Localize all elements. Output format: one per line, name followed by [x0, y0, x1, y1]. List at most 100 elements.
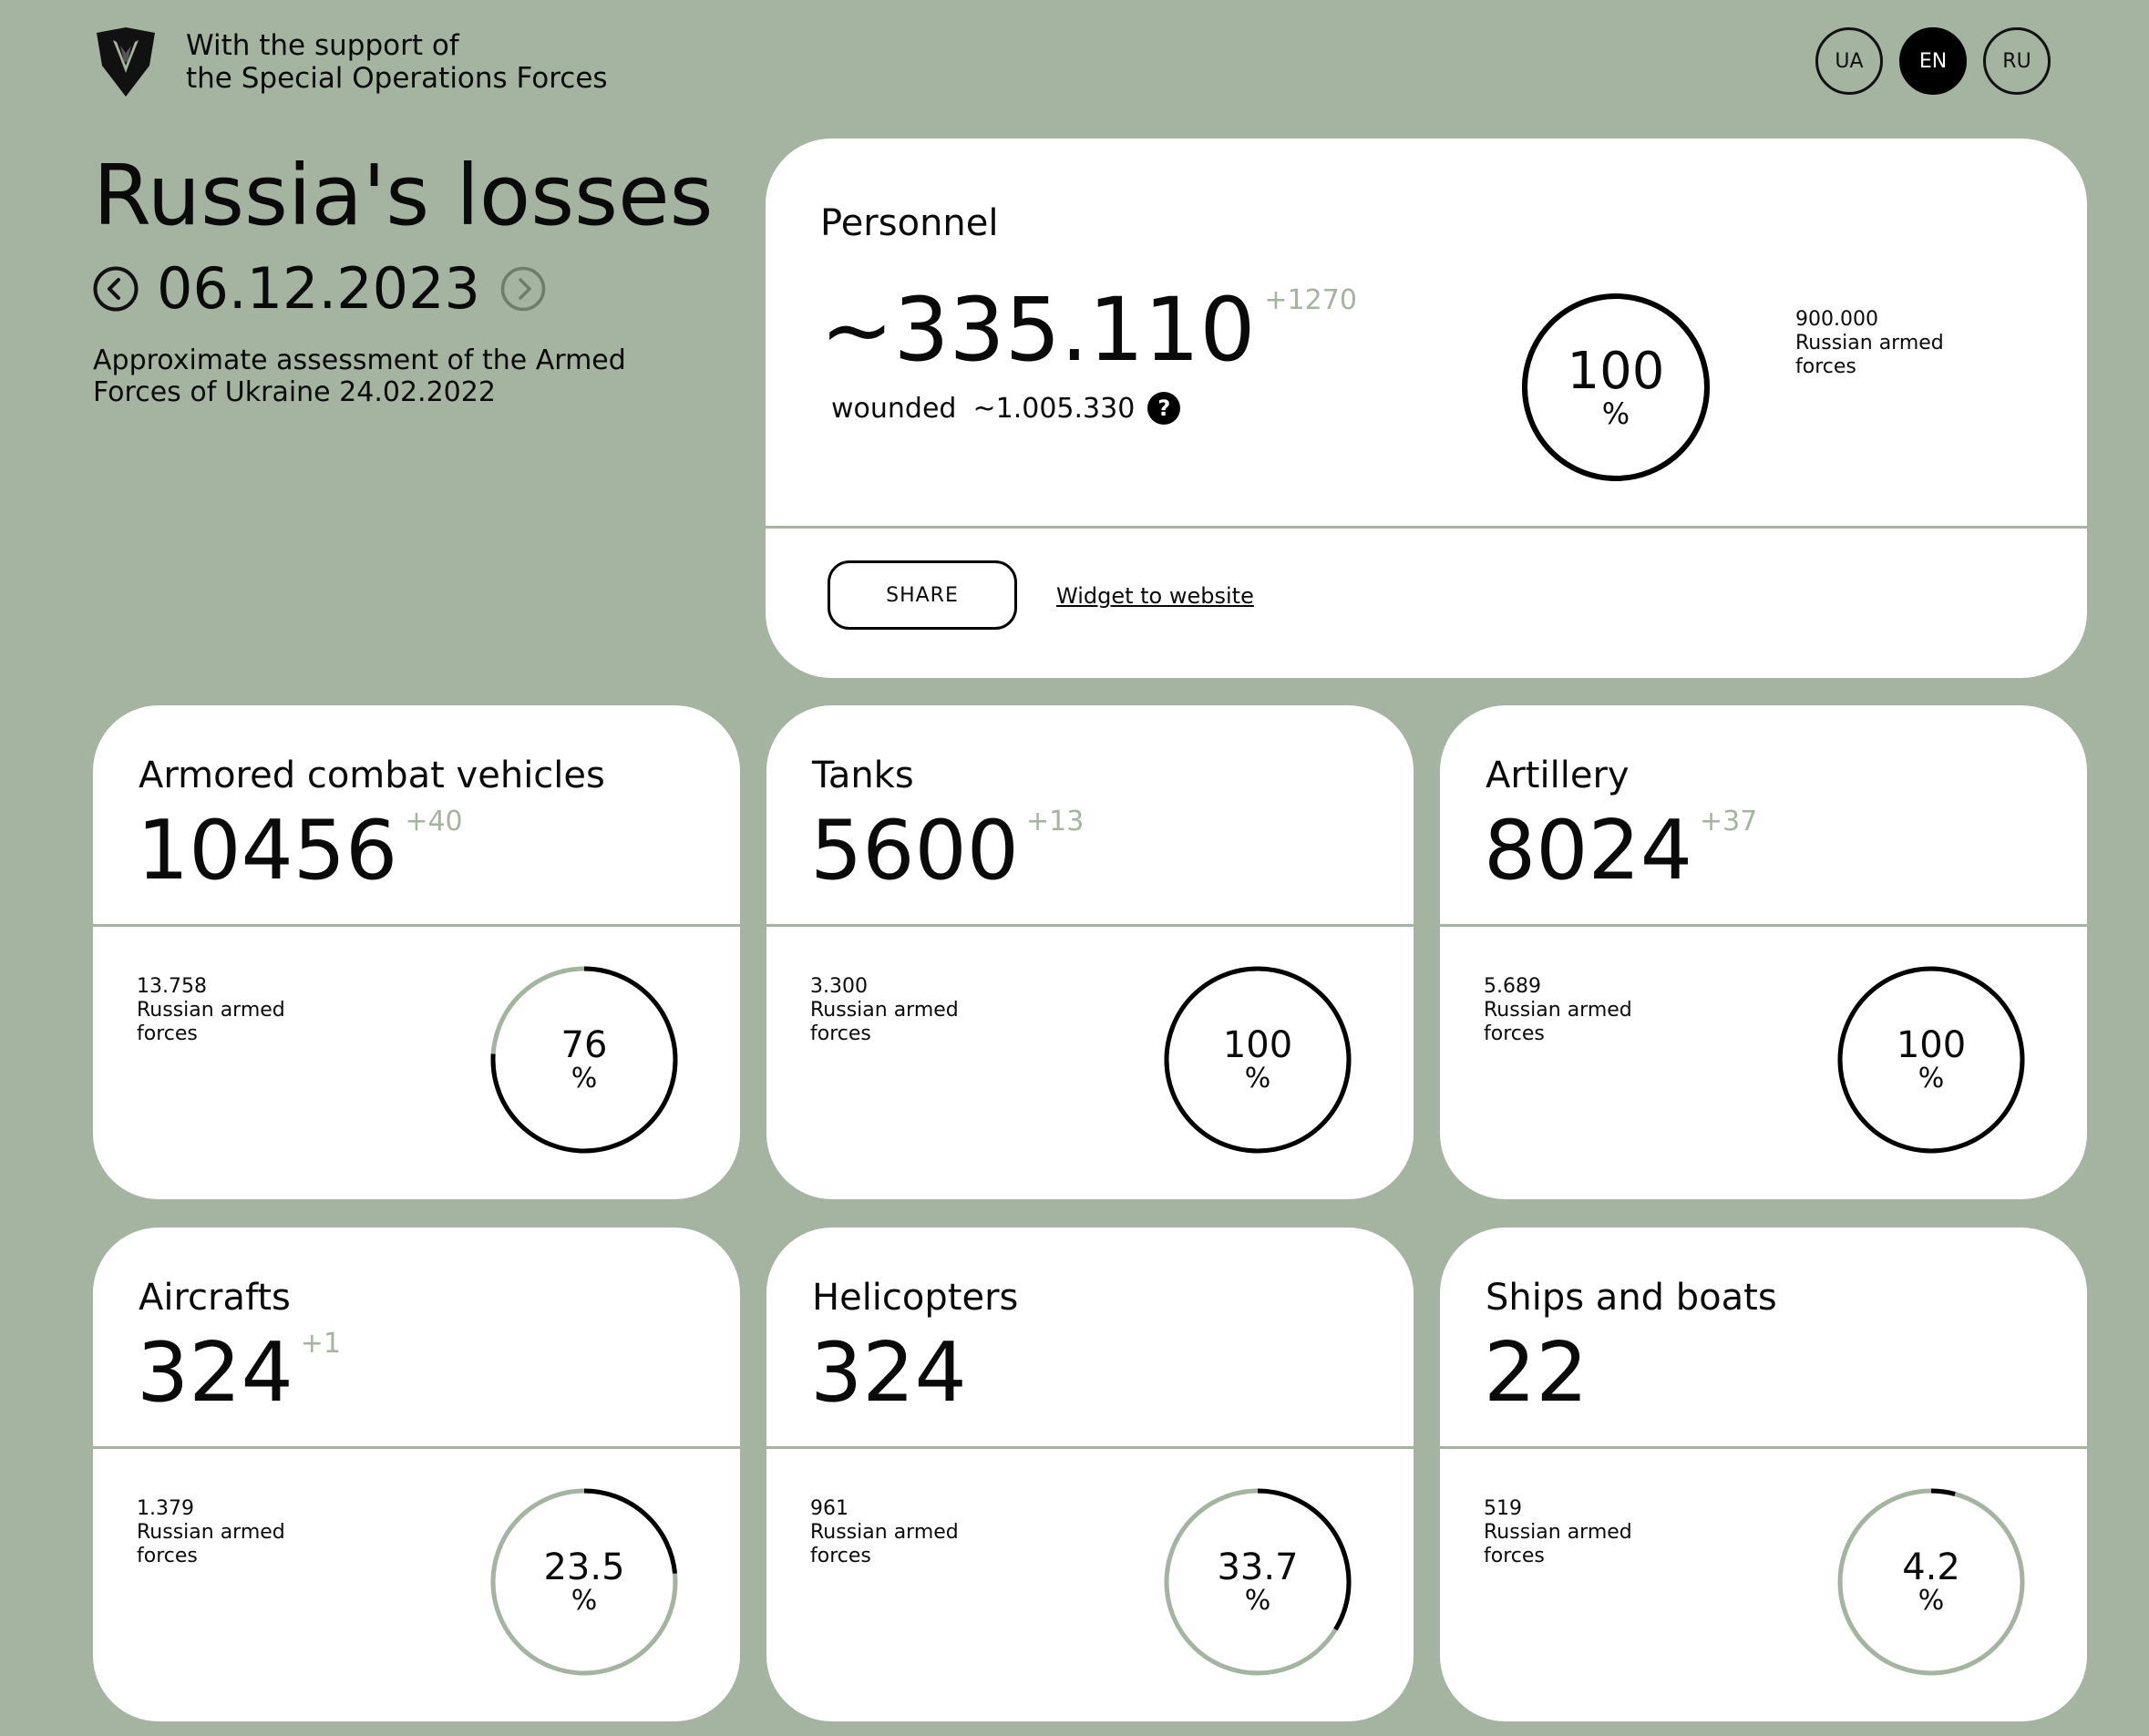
reference-value: 5.689 [1484, 975, 1541, 998]
card-title: Helicopters [812, 1277, 1019, 1319]
reference-line-2: forces [137, 1545, 198, 1567]
category-card: Armored combat vehicles 10456 +40 13.758… [93, 705, 740, 1199]
card-percent-ring: 100 % [1162, 964, 1353, 1156]
personnel-title: Personnel [820, 202, 999, 244]
card-reference: 961 Russian armed forces [810, 1497, 959, 1568]
personnel-value: ~335.110 [820, 279, 1256, 381]
reference-line-1: Russian armed [137, 999, 285, 1022]
card-divider [1440, 924, 2087, 927]
card-title: Ships and boats [1486, 1277, 1777, 1319]
ring-progress [490, 1488, 678, 1676]
ring-progress [490, 966, 678, 1154]
reference-value: 961 [810, 1497, 848, 1520]
percent-sign: % [1601, 395, 1630, 431]
lang-ru-button[interactable]: RU [1983, 27, 2051, 95]
reference-line-2: forces [1484, 1545, 1545, 1567]
ring-label: 4.2 % [1835, 1486, 2027, 1678]
card-title: Armored combat vehicles [139, 755, 605, 796]
reference-value: 519 [1484, 1497, 1522, 1520]
category-card: Artillery 8024 +37 5.689 Russian armed f… [1440, 705, 2087, 1199]
card-percent: 76 [560, 1024, 608, 1067]
card-value-row: 5600 +13 [810, 806, 1084, 897]
percent-sign: % [571, 1585, 598, 1618]
reference-value: 3.300 [810, 975, 868, 998]
reference-line-2: forces [1795, 355, 1856, 378]
card-percent-ring: 100 % [1835, 964, 2027, 1156]
support-text: With the support of the Special Operatio… [186, 29, 608, 95]
card-percent: 100 [1222, 1024, 1293, 1067]
percent-sign: % [1918, 1585, 1945, 1618]
card-delta: +1 [300, 1328, 342, 1360]
card-divider [766, 526, 2087, 529]
card-value: 10456 [137, 803, 398, 899]
card-value: 324 [810, 1325, 967, 1421]
ring-label: 76 % [488, 964, 680, 1156]
date-navigator: 06.12.2023 [93, 255, 546, 323]
ring-label: 100 % [1520, 292, 1712, 483]
reference-value: 13.758 [137, 975, 207, 998]
percent-sign: % [1244, 1585, 1271, 1618]
current-date: 06.12.2023 [157, 255, 480, 322]
card-value-row: 324 +1 [137, 1328, 341, 1419]
share-button[interactable]: SHARE [828, 560, 1017, 630]
reference-line-2: forces [810, 1545, 871, 1567]
reference-line-2: forces [810, 1022, 871, 1045]
card-percent-ring: 23.5 % [488, 1486, 680, 1678]
ring-progress [1837, 966, 2025, 1154]
wounded-row: wounded ~1.005.330 ? [831, 392, 1181, 425]
ring-progress [1164, 966, 1352, 1154]
category-card: Aircrafts 324 +1 1.379 Russian armed for… [93, 1228, 740, 1721]
special-forces-logo-icon[interactable] [93, 26, 159, 98]
reference-value: 900.000 [1795, 308, 1878, 331]
page-title: Russia's losses [93, 147, 714, 244]
card-delta: +40 [405, 806, 463, 837]
percent-sign: % [1244, 1063, 1271, 1095]
wounded-label: wounded [831, 392, 957, 425]
help-icon[interactable]: ? [1147, 392, 1181, 425]
reference-line-1: Russian armed [137, 1521, 285, 1544]
card-divider [766, 1446, 1414, 1449]
card-divider [93, 1446, 740, 1449]
previous-date-icon[interactable] [93, 266, 139, 312]
category-card: Helicopters 324 961 Russian armed forces… [766, 1228, 1414, 1721]
personnel-percent-ring: 100 % [1520, 292, 1712, 483]
reference-line-1: Russian armed [1484, 999, 1632, 1022]
personnel-value-row: ~335.110 +1270 [820, 284, 1357, 375]
card-title: Artillery [1486, 755, 1630, 796]
ring-label: 33.7 % [1162, 1486, 1353, 1678]
card-divider [1440, 1446, 2087, 1449]
ring-progress [1522, 293, 1710, 481]
card-divider [93, 924, 740, 927]
widget-to-website-link[interactable]: Widget to website [1056, 583, 1254, 609]
card-reference: 519 Russian armed forces [1484, 1497, 1632, 1568]
lang-en-button[interactable]: EN [1899, 27, 1967, 95]
card-value-row: 10456 +40 [137, 806, 463, 897]
support-line-1: With the support of [186, 29, 459, 62]
percent-sign: % [571, 1063, 598, 1095]
card-value: 324 [137, 1325, 293, 1421]
reference-line-1: Russian armed [810, 999, 959, 1022]
card-percent: 33.7 [1217, 1546, 1299, 1589]
card-title: Tanks [812, 755, 914, 796]
card-percent-ring: 33.7 % [1162, 1486, 1353, 1678]
card-percent: 23.5 [543, 1546, 625, 1589]
card-reference: 13.758 Russian armed forces [137, 975, 285, 1046]
personnel-reference: 900.000 Russian armed forces [1795, 308, 1944, 379]
card-divider [766, 924, 1414, 927]
personnel-card: Personnel ~335.110 +1270 wounded ~1.005.… [766, 139, 2087, 678]
support-line-2: the Special Operations Forces [186, 62, 608, 95]
card-value: 5600 [810, 803, 1020, 899]
next-date-icon[interactable] [500, 266, 546, 312]
percent-sign: % [1918, 1063, 1945, 1095]
ring-label: 23.5 % [488, 1486, 680, 1678]
card-percent: 100 [1896, 1024, 1967, 1067]
card-value-row: 22 [1484, 1328, 1596, 1419]
reference-line-2: forces [137, 1022, 198, 1045]
ring-label: 100 % [1835, 964, 2027, 1156]
card-reference: 1.379 Russian armed forces [137, 1497, 285, 1568]
category-card: Tanks 5600 +13 3.300 Russian armed force… [766, 705, 1414, 1199]
lang-ua-button[interactable]: UA [1815, 27, 1883, 95]
reference-value: 1.379 [137, 1497, 194, 1520]
reference-line-1: Russian armed [1484, 1521, 1632, 1544]
card-reference: 5.689 Russian armed forces [1484, 975, 1632, 1046]
